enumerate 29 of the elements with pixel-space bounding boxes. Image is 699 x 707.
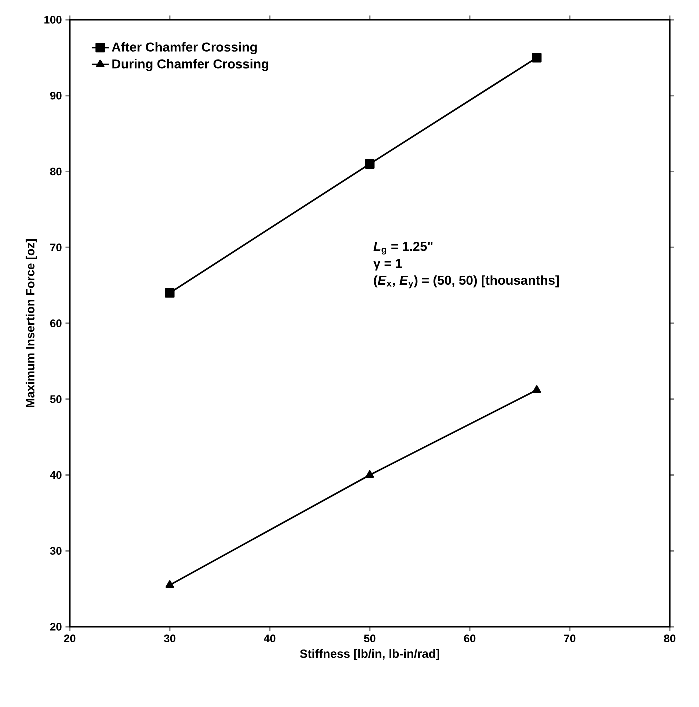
x-tick-label: 50 [364,634,376,643]
y-tick-label: 30 [50,547,62,556]
point [165,288,175,298]
point [365,159,375,169]
y-tick-label: 90 [50,92,62,100]
point [532,53,542,63]
legend-label: During Chamfer Crossing [112,59,268,72]
legend-label: After Chamfer Crossing [112,42,257,55]
y-tick-label: 70 [50,244,62,252]
point [366,470,374,478]
point [166,580,174,588]
y-tick-label: 20 [50,623,62,631]
x-tick-label: 40 [264,634,276,643]
x-tick-label: 80 [664,634,676,643]
y-tick-label: 100 [44,16,62,24]
point [532,385,542,394]
x-axis-title: Stiffness [lb/in, lb-in/rad] [300,649,440,661]
y-tick-label: 50 [50,396,62,404]
annotation: (E$_{x}$, E$_{y}$) = (50, 50) [thousanths] [374,276,560,289]
y-tick-label: 40 [50,471,62,480]
x-tick-label: 70 [564,634,576,643]
y-tick-label: 60 [50,320,62,328]
x-tick-label: 60 [464,634,476,643]
annotation: γ = 1 [374,259,402,271]
x-tick-label: 20 [64,634,76,643]
y-axis-title: Maximum Insertion Force [oz] [26,239,38,408]
y-tick-label: 80 [50,168,62,176]
annotation: L$_{g}$ = 1.25" [374,242,433,255]
x-tick-label: 30 [164,634,176,643]
